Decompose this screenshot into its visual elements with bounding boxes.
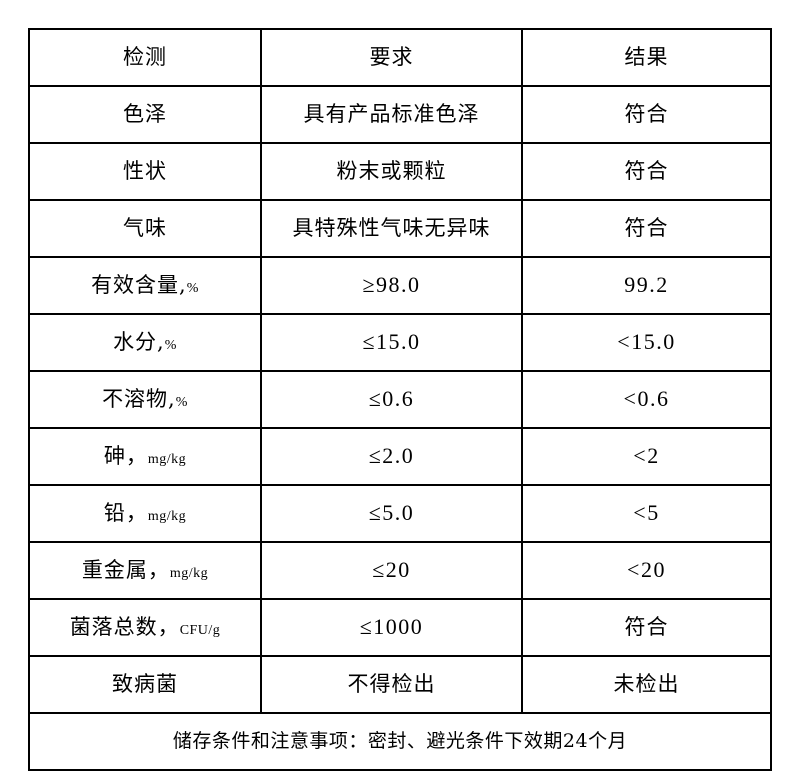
item-label: 色泽: [123, 101, 167, 126]
row-result: <5: [521, 484, 772, 543]
row-result: <20: [521, 541, 772, 600]
item-unit: %: [164, 337, 177, 353]
storage-conditions-note: 储存条件和注意事项：密封、避光条件下效期24个月: [28, 712, 772, 771]
item-label: 致病菌: [112, 671, 178, 696]
table-header-row: 检测 要求 结果: [28, 28, 772, 87]
item-label: 水分,: [113, 329, 165, 354]
item-label: 铅，: [103, 500, 148, 525]
row-requirement: 不得检出: [260, 655, 523, 714]
table-row: 致病菌 不得检出 未检出: [28, 655, 772, 714]
item-unit: %: [175, 394, 188, 410]
row-result: 符合: [521, 598, 772, 657]
row-requirement: 具有产品标准色泽: [260, 85, 523, 144]
row-requirement: ≤20: [260, 541, 523, 600]
table-row: 铅，mg/kg ≤5.0 <5: [28, 484, 772, 543]
item-unit: mg/kg: [169, 565, 209, 581]
item-label: 菌落总数，: [69, 614, 180, 639]
row-result: 符合: [521, 85, 772, 144]
row-result: 符合: [521, 199, 772, 258]
row-requirement: ≤1000: [260, 598, 523, 657]
table-row: 水分,% ≤15.0 <15.0: [28, 313, 772, 372]
row-result: <15.0: [521, 313, 772, 372]
row-result: 99.2: [521, 256, 772, 315]
table-row: 有效含量,% ≥98.0 99.2: [28, 256, 772, 315]
row-result: 未检出: [521, 655, 772, 714]
item-label: 砷，: [103, 443, 148, 468]
row-item-name: 菌落总数，CFU/g: [28, 598, 262, 657]
product-specification-table: 检测 要求 结果 色泽 具有产品标准色泽 符合 性状 粉末或颗粒 符合 气味 具…: [28, 28, 772, 771]
item-label: 重金属，: [81, 557, 170, 582]
column-header-requirement: 要求: [260, 28, 523, 87]
table-row: 菌落总数，CFU/g ≤1000 符合: [28, 598, 772, 657]
row-item-name: 不溶物,%: [28, 370, 262, 429]
row-item-name: 铅，mg/kg: [28, 484, 262, 543]
table-row: 色泽 具有产品标准色泽 符合: [28, 85, 772, 144]
table-row: 性状 粉末或颗粒 符合: [28, 142, 772, 201]
row-requirement: ≤0.6: [260, 370, 523, 429]
table-footer-row: 储存条件和注意事项：密封、避光条件下效期24个月: [28, 712, 772, 771]
item-unit: %: [186, 280, 199, 296]
item-unit: mg/kg: [147, 451, 187, 467]
row-result: <0.6: [521, 370, 772, 429]
row-item-name: 色泽: [28, 85, 262, 144]
column-header-result: 结果: [521, 28, 772, 87]
column-header-item: 检测: [28, 28, 262, 87]
table-row: 气味 具特殊性气味无异味 符合: [28, 199, 772, 258]
row-requirement: ≤15.0: [260, 313, 523, 372]
table-row: 砷，mg/kg ≤2.0 <2: [28, 427, 772, 486]
table-row: 不溶物,% ≤0.6 <0.6: [28, 370, 772, 429]
item-label: 性状: [123, 158, 167, 183]
row-item-name: 有效含量,%: [28, 256, 262, 315]
item-unit: CFU/g: [179, 622, 221, 638]
table-body: 检测 要求 结果 色泽 具有产品标准色泽 符合 性状 粉末或颗粒 符合 气味 具…: [28, 28, 772, 771]
table-row: 重金属，mg/kg ≤20 <20: [28, 541, 772, 600]
document-page: 检测 要求 结果 色泽 具有产品标准色泽 符合 性状 粉末或颗粒 符合 气味 具…: [28, 28, 772, 771]
item-label: 不溶物,: [102, 386, 176, 411]
row-requirement: ≥98.0: [260, 256, 523, 315]
item-label: 有效含量,: [91, 272, 187, 297]
row-item-name: 致病菌: [28, 655, 262, 714]
row-item-name: 性状: [28, 142, 262, 201]
row-item-name: 气味: [28, 199, 262, 258]
item-label: 气味: [123, 215, 167, 240]
item-unit: mg/kg: [147, 508, 187, 524]
row-requirement: 具特殊性气味无异味: [260, 199, 523, 258]
row-item-name: 重金属，mg/kg: [28, 541, 262, 600]
row-requirement: ≤2.0: [260, 427, 523, 486]
row-requirement: ≤5.0: [260, 484, 523, 543]
row-item-name: 水分,%: [28, 313, 262, 372]
row-requirement: 粉末或颗粒: [260, 142, 523, 201]
row-result: <2: [521, 427, 772, 486]
row-item-name: 砷，mg/kg: [28, 427, 262, 486]
row-result: 符合: [521, 142, 772, 201]
